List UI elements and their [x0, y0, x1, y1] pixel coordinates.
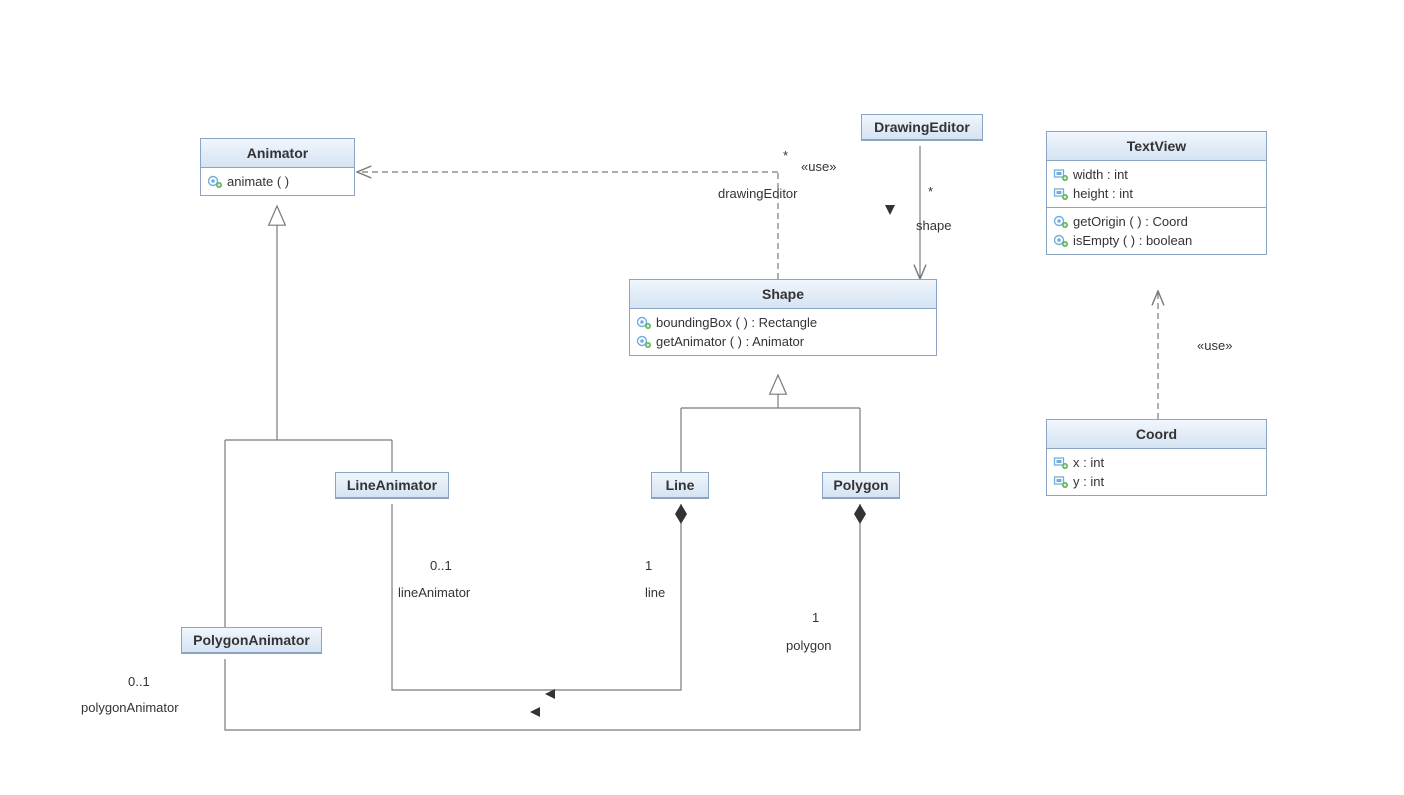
- label-line-role: line: [645, 585, 665, 600]
- method-row: boundingBox ( ) : Rectangle: [630, 313, 936, 332]
- class-header: Line: [652, 473, 708, 498]
- label-poly-mult: 1: [812, 610, 819, 625]
- class-polygon: Polygon: [822, 472, 900, 499]
- class-header: LineAnimator: [336, 473, 448, 498]
- method-text: isEmpty ( ) : boolean: [1073, 233, 1192, 248]
- class-drawing-editor: DrawingEditor: [861, 114, 983, 141]
- attribute-icon: [1053, 168, 1069, 182]
- attribute-icon: [1053, 456, 1069, 470]
- class-header: Shape: [630, 280, 936, 309]
- method-icon: [1053, 215, 1069, 229]
- method-row: getOrigin ( ) : Coord: [1047, 212, 1266, 231]
- class-text-view: TextView width : int height : int getOri…: [1046, 131, 1267, 255]
- method-text: getOrigin ( ) : Coord: [1073, 214, 1188, 229]
- attribute-text: x : int: [1073, 455, 1104, 470]
- label-line-mult: 1: [645, 558, 652, 573]
- class-polygon-animator: PolygonAnimator: [181, 627, 322, 654]
- class-header: DrawingEditor: [862, 115, 982, 140]
- label-shape-role: shape: [916, 218, 951, 233]
- class-header: Coord: [1047, 420, 1266, 449]
- class-animator: Animator animate ( ): [200, 138, 355, 196]
- method-row: isEmpty ( ) : boolean: [1047, 231, 1266, 250]
- label-line-anim-mult: 0..1: [430, 558, 452, 573]
- label-drawing-editor-role: drawingEditor: [718, 186, 798, 201]
- class-header: PolygonAnimator: [182, 628, 321, 653]
- method-row: getAnimator ( ) : Animator: [630, 332, 936, 351]
- attribute-row: height : int: [1047, 184, 1266, 203]
- attribute-row: width : int: [1047, 165, 1266, 184]
- method-icon: [636, 316, 652, 330]
- method-icon: [207, 175, 223, 189]
- class-shape: Shape boundingBox ( ) : Rectangle getAni…: [629, 279, 937, 356]
- class-header: Animator: [201, 139, 354, 168]
- methods-section: boundingBox ( ) : Rectangle getAnimator …: [630, 309, 936, 355]
- method-icon: [1053, 234, 1069, 248]
- methods-section: animate ( ): [201, 168, 354, 195]
- label-star-2: *: [928, 184, 933, 199]
- class-line-animator: LineAnimator: [335, 472, 449, 499]
- attribute-text: width : int: [1073, 167, 1128, 182]
- attribute-icon: [1053, 187, 1069, 201]
- label-poly-role: polygon: [786, 638, 832, 653]
- class-header: TextView: [1047, 132, 1266, 161]
- label-poly-anim-role: polygonAnimator: [81, 700, 179, 715]
- label-use-2: «use»: [1197, 338, 1232, 353]
- label-line-anim-role: lineAnimator: [398, 585, 470, 600]
- label-poly-anim-mult: 0..1: [128, 674, 150, 689]
- class-header: Polygon: [823, 473, 899, 498]
- method-row: animate ( ): [201, 172, 354, 191]
- attributes-section: width : int height : int: [1047, 161, 1266, 208]
- attribute-text: height : int: [1073, 186, 1133, 201]
- label-use-1: «use»: [801, 159, 836, 174]
- attribute-text: y : int: [1073, 474, 1104, 489]
- attributes-section: x : int y : int: [1047, 449, 1266, 495]
- attribute-icon: [1053, 475, 1069, 489]
- methods-section: getOrigin ( ) : Coord isEmpty ( ) : bool…: [1047, 208, 1266, 254]
- method-text: boundingBox ( ) : Rectangle: [656, 315, 817, 330]
- attribute-row: y : int: [1047, 472, 1266, 491]
- label-star-1: *: [783, 148, 788, 163]
- class-line: Line: [651, 472, 709, 499]
- connections-svg: [0, 0, 1404, 795]
- method-text: getAnimator ( ) : Animator: [656, 334, 804, 349]
- method-text: animate ( ): [227, 174, 289, 189]
- class-coord: Coord x : int y : int: [1046, 419, 1267, 496]
- attribute-row: x : int: [1047, 453, 1266, 472]
- method-icon: [636, 335, 652, 349]
